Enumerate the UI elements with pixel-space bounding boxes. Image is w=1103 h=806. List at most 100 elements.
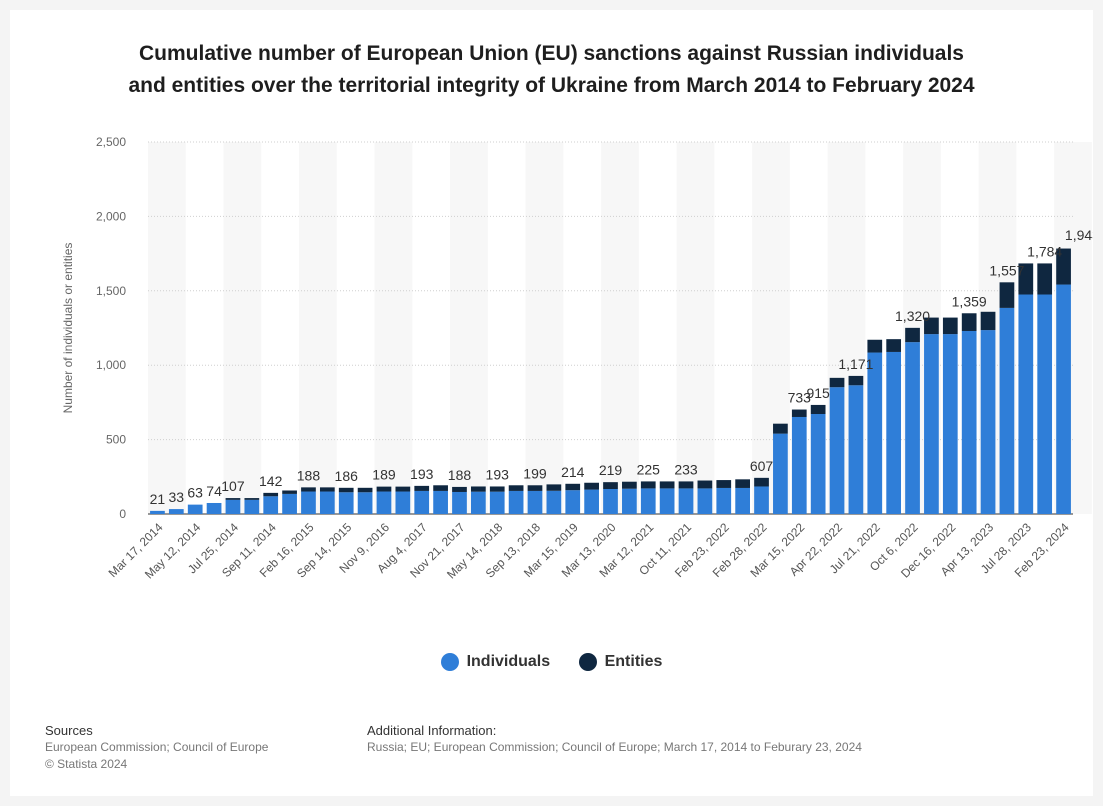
bar-individuals[interactable] — [942, 334, 958, 514]
bar-individuals[interactable] — [829, 387, 845, 514]
bar-entities[interactable] — [754, 477, 769, 487]
bar-individuals[interactable] — [527, 490, 543, 514]
bar-entities[interactable] — [225, 498, 241, 500]
bar-individuals[interactable] — [244, 499, 260, 514]
bar-individuals[interactable] — [735, 487, 751, 514]
data-label: 63 — [187, 485, 203, 501]
bar-individuals[interactable] — [376, 491, 392, 514]
bar-entities[interactable] — [395, 486, 411, 492]
bar-individuals[interactable] — [659, 488, 675, 514]
bar-individuals[interactable] — [584, 489, 599, 514]
bar-entities[interactable] — [961, 313, 977, 331]
bar-individuals[interactable] — [319, 491, 335, 514]
bar-entities[interactable] — [999, 282, 1015, 308]
bar-individuals[interactable] — [282, 493, 297, 514]
bar-entities[interactable] — [924, 317, 939, 335]
bar-entities[interactable] — [603, 482, 618, 490]
bar-entities[interactable] — [319, 487, 335, 492]
bar-entities[interactable] — [905, 327, 920, 343]
bar-individuals[interactable] — [414, 490, 430, 514]
bar-individuals[interactable] — [452, 491, 467, 514]
bar-entities[interactable] — [678, 481, 694, 489]
bar-entities[interactable] — [414, 485, 430, 491]
bar-entities[interactable] — [735, 479, 751, 488]
bar-entities[interactable] — [508, 485, 524, 491]
bar-individuals[interactable] — [924, 334, 939, 514]
bar-entities[interactable] — [640, 481, 656, 489]
copyright-text[interactable]: © Statista 2024 — [45, 757, 128, 771]
bar-individuals[interactable] — [470, 491, 486, 514]
bar-entities[interactable] — [357, 487, 373, 493]
bar-individuals[interactable] — [678, 488, 694, 514]
bar-entities[interactable] — [773, 423, 788, 434]
bar-entities[interactable] — [282, 490, 297, 494]
sources-text[interactable]: European Commission; Council of Europe — [45, 740, 269, 754]
bar-individuals[interactable] — [810, 414, 826, 514]
bar-entities[interactable] — [452, 486, 467, 492]
data-label: 607 — [750, 458, 774, 474]
bar-entities[interactable] — [980, 311, 996, 331]
bar-entities[interactable] — [301, 487, 316, 492]
bar-entities[interactable] — [1037, 263, 1053, 295]
bar-entities[interactable] — [263, 492, 279, 497]
bar-entities[interactable] — [527, 485, 543, 491]
bar-entities[interactable] — [942, 317, 958, 335]
bar-individuals[interactable] — [357, 492, 373, 514]
bar-individuals[interactable] — [433, 490, 448, 514]
bar-individuals[interactable] — [508, 490, 524, 514]
bar-entities[interactable] — [697, 480, 713, 489]
bar-individuals[interactable] — [867, 352, 883, 514]
bar-entities[interactable] — [489, 486, 505, 492]
bar-entities[interactable] — [791, 409, 807, 417]
bar-entities[interactable] — [810, 404, 826, 415]
bar-entities[interactable] — [829, 377, 845, 388]
bar-entities[interactable] — [1056, 248, 1071, 285]
legend-item-individuals[interactable]: Individuals — [440, 653, 550, 671]
bar-individuals[interactable] — [1037, 294, 1053, 514]
legend-item-entities[interactable]: Entities — [578, 653, 662, 671]
bar-individuals[interactable] — [980, 330, 996, 514]
bar-entities[interactable] — [565, 483, 581, 491]
bar-individuals[interactable] — [773, 433, 788, 514]
bar-individuals[interactable] — [546, 490, 562, 514]
bar-individuals[interactable] — [848, 385, 864, 514]
bar-individuals[interactable] — [168, 509, 184, 514]
bar-entities[interactable] — [716, 480, 732, 488]
bar-individuals[interactable] — [961, 330, 977, 514]
bar-individuals[interactable] — [754, 486, 769, 514]
bar-entities[interactable] — [470, 486, 486, 492]
bar-individuals[interactable] — [999, 307, 1015, 514]
bar-entities[interactable] — [584, 482, 599, 490]
bar-individuals[interactable] — [622, 488, 637, 514]
bar-individuals[interactable] — [1056, 284, 1071, 514]
bar-individuals[interactable] — [886, 351, 902, 514]
bar-individuals[interactable] — [640, 488, 656, 514]
bar-entities[interactable] — [886, 339, 902, 352]
bar-individuals[interactable] — [603, 489, 618, 514]
bar-entities[interactable] — [659, 481, 675, 489]
bar-individuals[interactable] — [301, 491, 316, 514]
bar-individuals[interactable] — [338, 492, 354, 514]
bar-individuals[interactable] — [395, 491, 411, 514]
bar-entities[interactable] — [338, 487, 354, 493]
bar-individuals[interactable] — [225, 499, 241, 514]
bar-individuals[interactable] — [1018, 294, 1034, 514]
bar-entities[interactable] — [546, 484, 562, 491]
bar-entities[interactable] — [376, 486, 392, 492]
bar-entities[interactable] — [433, 485, 448, 491]
bar-individuals[interactable] — [263, 496, 279, 514]
bar-individuals[interactable] — [206, 502, 222, 514]
bar-entities[interactable] — [867, 339, 883, 353]
bar-entities[interactable] — [1018, 263, 1034, 295]
bar-individuals[interactable] — [905, 342, 920, 514]
bar-individuals[interactable] — [187, 504, 203, 514]
bar-individuals[interactable] — [565, 490, 581, 514]
bar-entities[interactable] — [622, 481, 637, 489]
bar-entities[interactable] — [848, 375, 864, 386]
bar-entities[interactable] — [244, 498, 260, 500]
bar-individuals[interactable] — [716, 487, 732, 514]
bar-individuals[interactable] — [697, 488, 713, 514]
bar-individuals[interactable] — [150, 510, 165, 514]
bar-individuals[interactable] — [489, 491, 505, 514]
bar-individuals[interactable] — [791, 416, 807, 514]
